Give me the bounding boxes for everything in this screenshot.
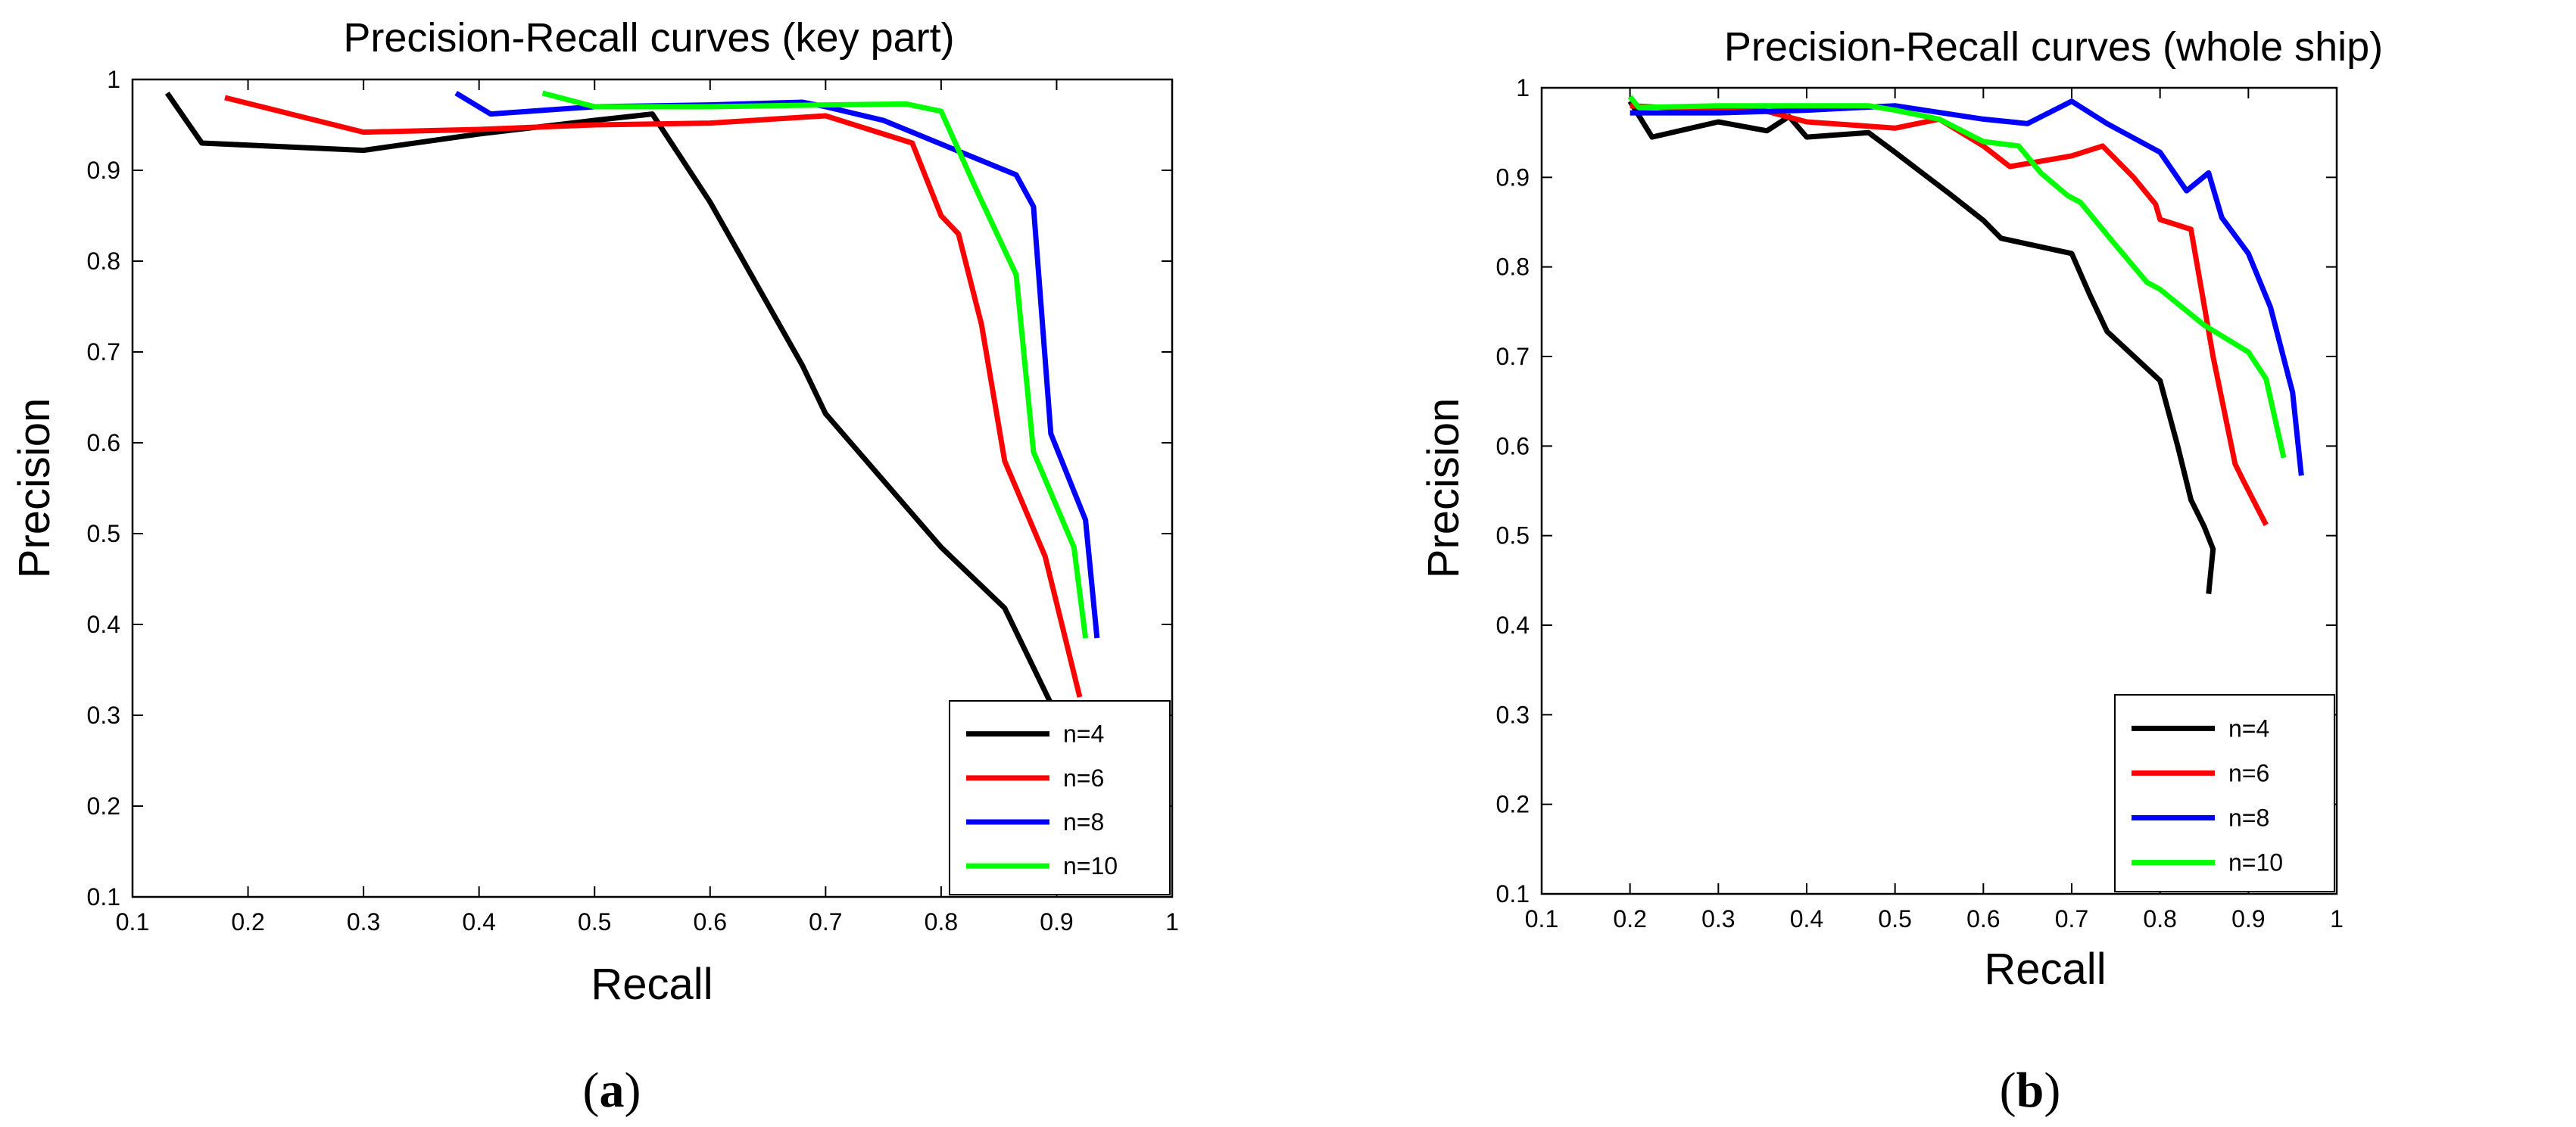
y-tick-label: 0.6 [1496, 432, 1530, 459]
x-axis-ticks: 0.1 0.2 0.3 0.4 0.5 0.6 0.7 0.8 0.9 1 [116, 79, 1179, 936]
caption-letter: b [2016, 1063, 2044, 1118]
x-axis-label: Recall [1984, 945, 2106, 994]
chart-a: Precision-Recall curves (key part) 0.1 0.… [10, 15, 1179, 1118]
y-tick-label: 0.6 [87, 429, 120, 456]
x-tick-label: 0.5 [578, 908, 611, 936]
x-tick-label: 0.7 [2055, 905, 2088, 932]
chart-b: Precision-Recall curves (whole ship) 0.1… [1419, 24, 2383, 1118]
y-tick-label: 0.7 [87, 338, 120, 366]
y-tick-label: 0.5 [87, 520, 120, 547]
y-axis-label: Precision [1419, 398, 1468, 579]
series-line-n-10 [541, 90, 1089, 639]
legend: n=4 n=6 n=8 n=10 [2114, 694, 2335, 892]
y-tick-label: 0.9 [1496, 163, 1530, 191]
series-group [164, 90, 1100, 717]
chart-title: Precision-Recall curves (key part) [343, 15, 954, 61]
y-tick-label: 0.3 [1496, 701, 1530, 728]
x-tick-label: 0.3 [347, 908, 380, 936]
x-tick-label: 0.2 [231, 908, 264, 936]
y-tick-label: 0.2 [1496, 791, 1530, 818]
x-tick-label: 0.6 [694, 908, 727, 936]
x-tick-label: 1 [1165, 908, 1179, 936]
y-tick-label: 0.9 [87, 157, 120, 184]
y-tick-label: 0.8 [87, 248, 120, 275]
x-tick-label: 0.8 [925, 908, 958, 936]
legend-label: n=10 [2228, 849, 2283, 876]
y-tick-label: 0.2 [87, 792, 120, 820]
y-axis-ticks: 0.1 0.2 0.3 0.4 0.5 0.6 0.7 0.8 0.9 1 [87, 66, 1172, 911]
y-axis-ticks: 0.1 0.2 0.3 0.4 0.5 0.6 0.7 0.8 0.9 1 [1496, 74, 2337, 908]
caption: (a) [583, 1063, 641, 1118]
legend-label: n=8 [2228, 805, 2269, 832]
x-tick-label: 0.3 [1701, 905, 1735, 932]
x-tick-label: 0.1 [116, 908, 149, 936]
x-tick-label: 0.9 [1040, 908, 1073, 936]
caption-letter: a [600, 1063, 625, 1118]
x-tick-label: 0.8 [2143, 905, 2176, 932]
y-tick-label: 0.4 [87, 611, 120, 638]
x-tick-label: 0.9 [2231, 905, 2265, 932]
x-tick-label: 0.4 [462, 908, 495, 936]
series-line-n-6 [224, 95, 1083, 698]
y-tick-label: 0.1 [87, 883, 120, 911]
y-tick-label: 0.8 [1496, 254, 1530, 281]
caption: (b) [2000, 1063, 2061, 1118]
y-tick-label: 1 [1516, 74, 1530, 101]
series-line-n-4 [1627, 99, 2216, 594]
legend-label: n=6 [1063, 764, 1104, 792]
x-tick-label: 0.6 [1966, 905, 2000, 932]
x-tick-label: 0.1 [1525, 905, 1558, 932]
plot-frame [131, 78, 1174, 898]
series-line-n-10 [1627, 95, 2287, 459]
y-tick-label: 0.1 [1496, 880, 1530, 908]
series-line-n-8 [454, 91, 1100, 639]
legend: n=4 n=6 n=8 n=10 [949, 700, 1171, 895]
legend-label: n=4 [1063, 721, 1104, 748]
legend-label: n=10 [1063, 852, 1118, 879]
series-line-n-6 [1629, 103, 2269, 527]
legend-label: n=8 [1063, 808, 1104, 836]
x-tick-label: 0.2 [1613, 905, 1646, 932]
y-tick-label: 1 [107, 66, 120, 93]
chart-title: Precision-Recall curves (whole ship) [1724, 24, 2383, 70]
y-tick-label: 0.4 [1496, 612, 1530, 639]
x-tick-label: 1 [2330, 905, 2344, 932]
x-tick-label: 0.7 [809, 908, 842, 936]
legend-label: n=6 [2228, 759, 2269, 786]
y-tick-label: 0.7 [1496, 343, 1530, 370]
x-axis-label: Recall [591, 960, 713, 1009]
x-tick-label: 0.4 [1790, 905, 1823, 932]
series-line-n-4 [164, 92, 1059, 717]
plot-frame [1540, 86, 2338, 895]
y-axis-label: Precision [10, 398, 59, 579]
series-group [1627, 95, 2304, 594]
legend-label: n=4 [2228, 714, 2269, 742]
y-tick-label: 0.3 [87, 702, 120, 729]
y-tick-label: 0.5 [1496, 522, 1530, 549]
x-tick-label: 0.5 [1878, 905, 1911, 932]
